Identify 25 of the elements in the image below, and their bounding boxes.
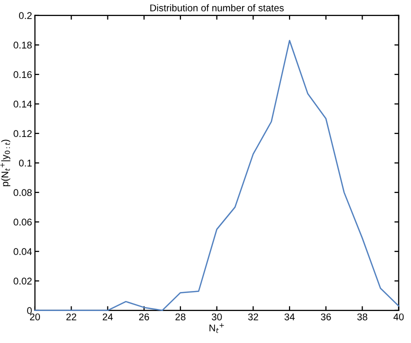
x-tick-label: 34 bbox=[284, 313, 295, 320]
x-tick-label: 30 bbox=[212, 313, 222, 320]
x-tick-label: 28 bbox=[176, 313, 186, 320]
y-tick-label: 0.12 bbox=[14, 130, 32, 138]
y-tick-label: 0.02 bbox=[14, 278, 32, 285]
y-tick-label: 0.18 bbox=[14, 42, 32, 49]
y-tick-label: 0.04 bbox=[14, 248, 32, 256]
y-tick-label: 0.06 bbox=[14, 218, 32, 226]
x-tick-label: 26 bbox=[139, 313, 150, 320]
y-tick-label: 0.2 bbox=[19, 12, 32, 20]
y-tick-label: 0.08 bbox=[14, 189, 32, 196]
y-axis-title: p(N$_{t}$$^{+}$|y$_{0:t}$) bbox=[0, 140, 10, 186]
x-tick-label: 40 bbox=[393, 313, 404, 320]
x-tick-label: 32 bbox=[248, 313, 258, 320]
x-tick-label: 24 bbox=[102, 313, 113, 320]
x-axis-title: N$_{t}$$^{+}$ bbox=[210, 323, 224, 333]
x-tick-label: 22 bbox=[66, 313, 76, 320]
y-tick-label: 0.14 bbox=[14, 100, 32, 108]
y-tick-label: 0.16 bbox=[14, 71, 32, 78]
chart-title: Distribution of number of states bbox=[150, 4, 284, 12]
x-tick-label: 36 bbox=[320, 313, 331, 320]
x-tick-label: 38 bbox=[357, 313, 368, 320]
x-tick-label: 20 bbox=[30, 313, 40, 320]
y-tick-label: 0.1 bbox=[19, 160, 32, 167]
y-tick-label: 0 bbox=[27, 307, 32, 314]
